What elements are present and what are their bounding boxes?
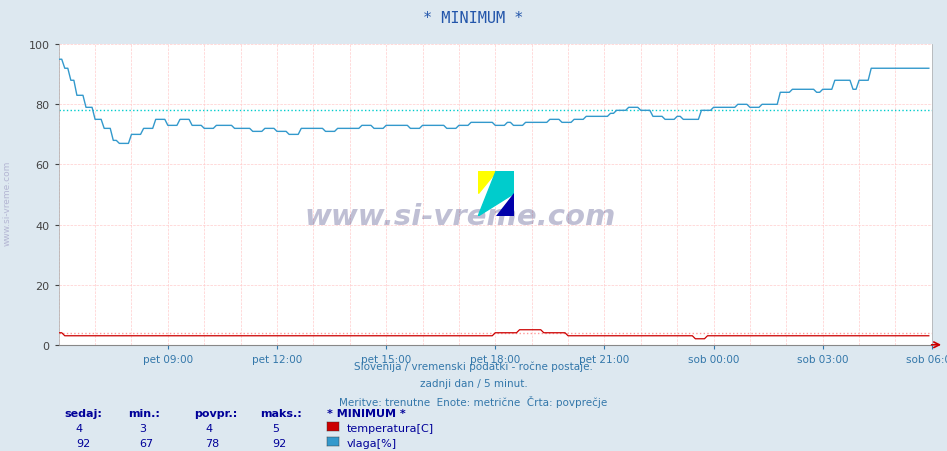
Text: 92: 92: [272, 438, 286, 448]
Text: maks.:: maks.:: [260, 408, 302, 418]
Text: * MINIMUM *: * MINIMUM *: [327, 408, 405, 418]
Text: www.si-vreme.com: www.si-vreme.com: [305, 202, 616, 230]
Text: 4: 4: [76, 423, 83, 433]
Text: temperatura[C]: temperatura[C]: [347, 423, 434, 433]
Polygon shape: [478, 171, 514, 216]
Polygon shape: [496, 194, 514, 216]
Text: 78: 78: [205, 438, 220, 448]
Text: 3: 3: [139, 423, 146, 433]
Text: povpr.:: povpr.:: [194, 408, 238, 418]
Text: sedaj:: sedaj:: [64, 408, 102, 418]
Text: www.si-vreme.com: www.si-vreme.com: [3, 161, 12, 245]
Text: Meritve: trenutne  Enote: metrične  Črta: povprečje: Meritve: trenutne Enote: metrične Črta: …: [339, 395, 608, 407]
Text: 92: 92: [76, 438, 90, 448]
Polygon shape: [478, 171, 496, 194]
Text: * MINIMUM *: * MINIMUM *: [423, 11, 524, 26]
Text: min.:: min.:: [128, 408, 160, 418]
Text: 5: 5: [272, 423, 278, 433]
Text: Slovenija / vremenski podatki - ročne postaje.: Slovenija / vremenski podatki - ročne po…: [354, 361, 593, 371]
Text: vlaga[%]: vlaga[%]: [347, 438, 397, 448]
Text: 4: 4: [205, 423, 213, 433]
Text: 67: 67: [139, 438, 153, 448]
Text: zadnji dan / 5 minut.: zadnji dan / 5 minut.: [420, 378, 527, 388]
